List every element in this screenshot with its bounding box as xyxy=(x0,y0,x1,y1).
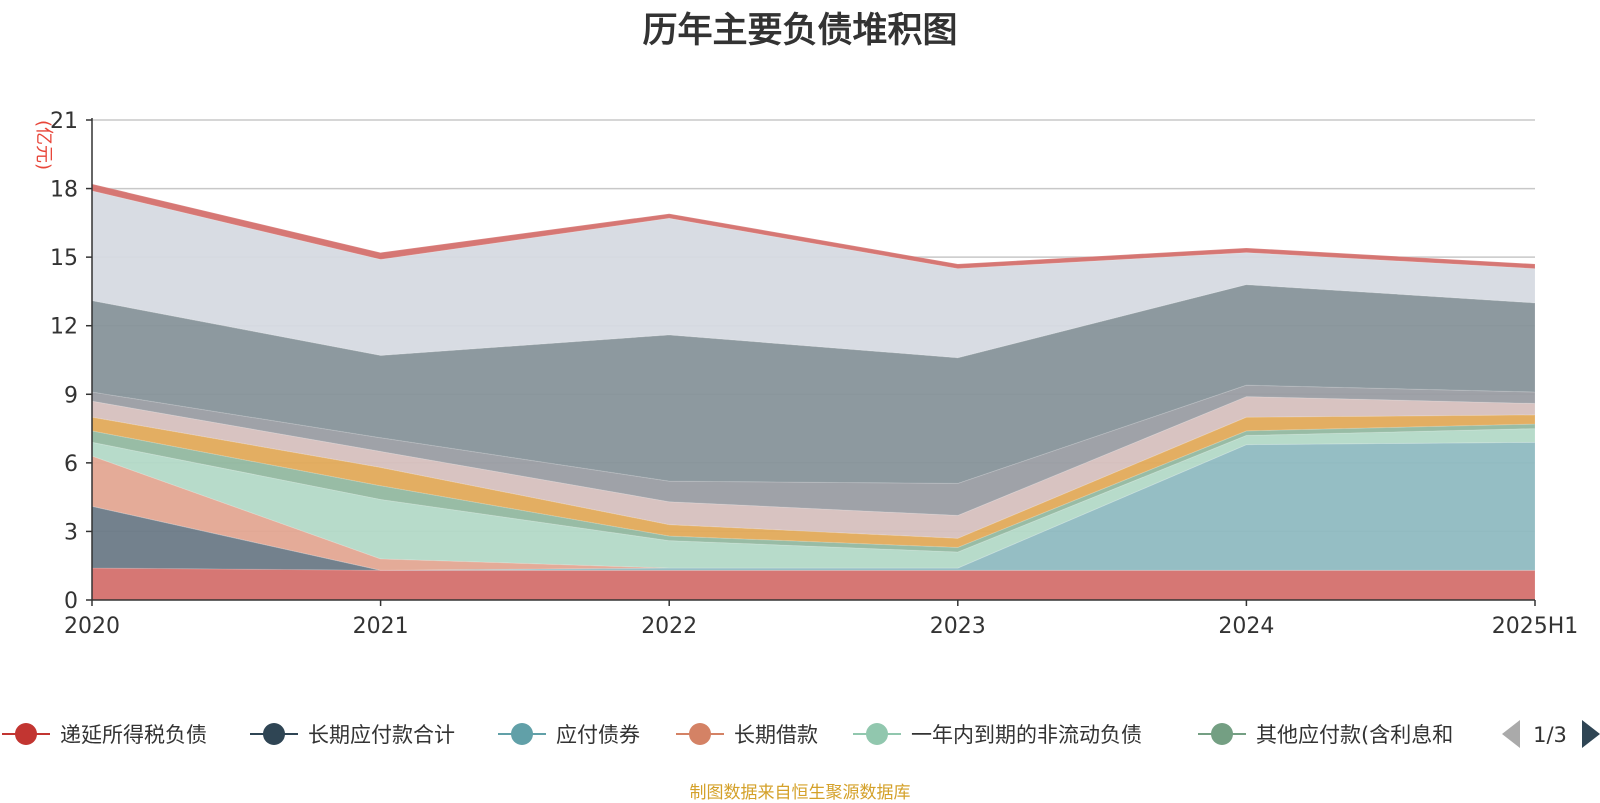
legend-item[interactable]: 长期应付款合计 xyxy=(250,723,455,747)
area-band-8 xyxy=(91,384,1536,516)
area-band-0 xyxy=(91,567,1536,601)
x-tick-label: 2020 xyxy=(64,614,120,639)
y-tick-label: 18 xyxy=(50,178,78,203)
area-band-2 xyxy=(91,441,1536,571)
legend-label: 长期借款 xyxy=(734,723,818,747)
x-tick-label: 2024 xyxy=(1218,614,1274,639)
legend-label: 一年内到期的非流动负债 xyxy=(911,723,1142,747)
area-band-10 xyxy=(91,190,1536,359)
legend-marker xyxy=(689,723,711,745)
x-tick-label: 2023 xyxy=(930,614,986,639)
legend-marker xyxy=(511,723,533,745)
y-tick-label: 3 xyxy=(64,520,78,545)
legend: 递延所得税负债 长期应付款合计 应付债券 长期借款 一年内到期的非流动负债 其他应付款(含… xyxy=(2,720,1600,748)
source-note: 制图数据来自恒生聚源数据库 xyxy=(689,783,911,803)
legend-item[interactable]: 长期借款 xyxy=(676,723,818,747)
stacked-areas xyxy=(91,183,1536,601)
y-tick-label: 6 xyxy=(64,452,78,477)
legend-item[interactable]: 递延所得税负债 xyxy=(2,723,207,747)
legend-marker xyxy=(1211,723,1233,745)
legend-label: 应付债券 xyxy=(556,723,640,747)
y-tick-label: 12 xyxy=(50,315,78,340)
legend-page-indicator: 1/3 xyxy=(1533,723,1567,747)
legend-marker xyxy=(866,723,888,745)
legend-next-icon[interactable] xyxy=(1582,720,1600,748)
y-tick-label: 9 xyxy=(64,383,78,408)
area-band-11 xyxy=(91,183,1536,270)
chart-title: 历年主要负债堆积图 xyxy=(642,11,958,51)
y-tick-label: 21 xyxy=(50,109,78,134)
y-tick-label: 0 xyxy=(64,589,78,614)
legend-prev-icon[interactable] xyxy=(1502,720,1520,748)
x-tick-label: 2022 xyxy=(641,614,697,639)
x-tick-label: 2021 xyxy=(353,614,409,639)
area-band-1 xyxy=(91,505,1535,571)
legend-marker xyxy=(15,723,37,745)
y-axis-label: (亿元) xyxy=(33,120,54,170)
legend-label: 其他应付款(含利息和 xyxy=(1256,723,1453,747)
legend-marker xyxy=(263,723,285,745)
legend-item[interactable]: 一年内到期的非流动负债 xyxy=(853,723,1142,747)
legend-label: 递延所得税负债 xyxy=(60,723,207,747)
axes: 0 3 6 9 12 15 18 21 2020 2021 2022 2023 2024 2025H1 xyxy=(50,109,1578,639)
legend-label: 长期应付款合计 xyxy=(308,723,455,747)
y-tick-label: 15 xyxy=(50,246,78,271)
legend-item[interactable]: 应付债券 xyxy=(498,723,640,747)
legend-item[interactable]: 其他应付款(含利息和 xyxy=(1198,723,1453,747)
x-tick-label: 2025H1 xyxy=(1492,614,1579,639)
